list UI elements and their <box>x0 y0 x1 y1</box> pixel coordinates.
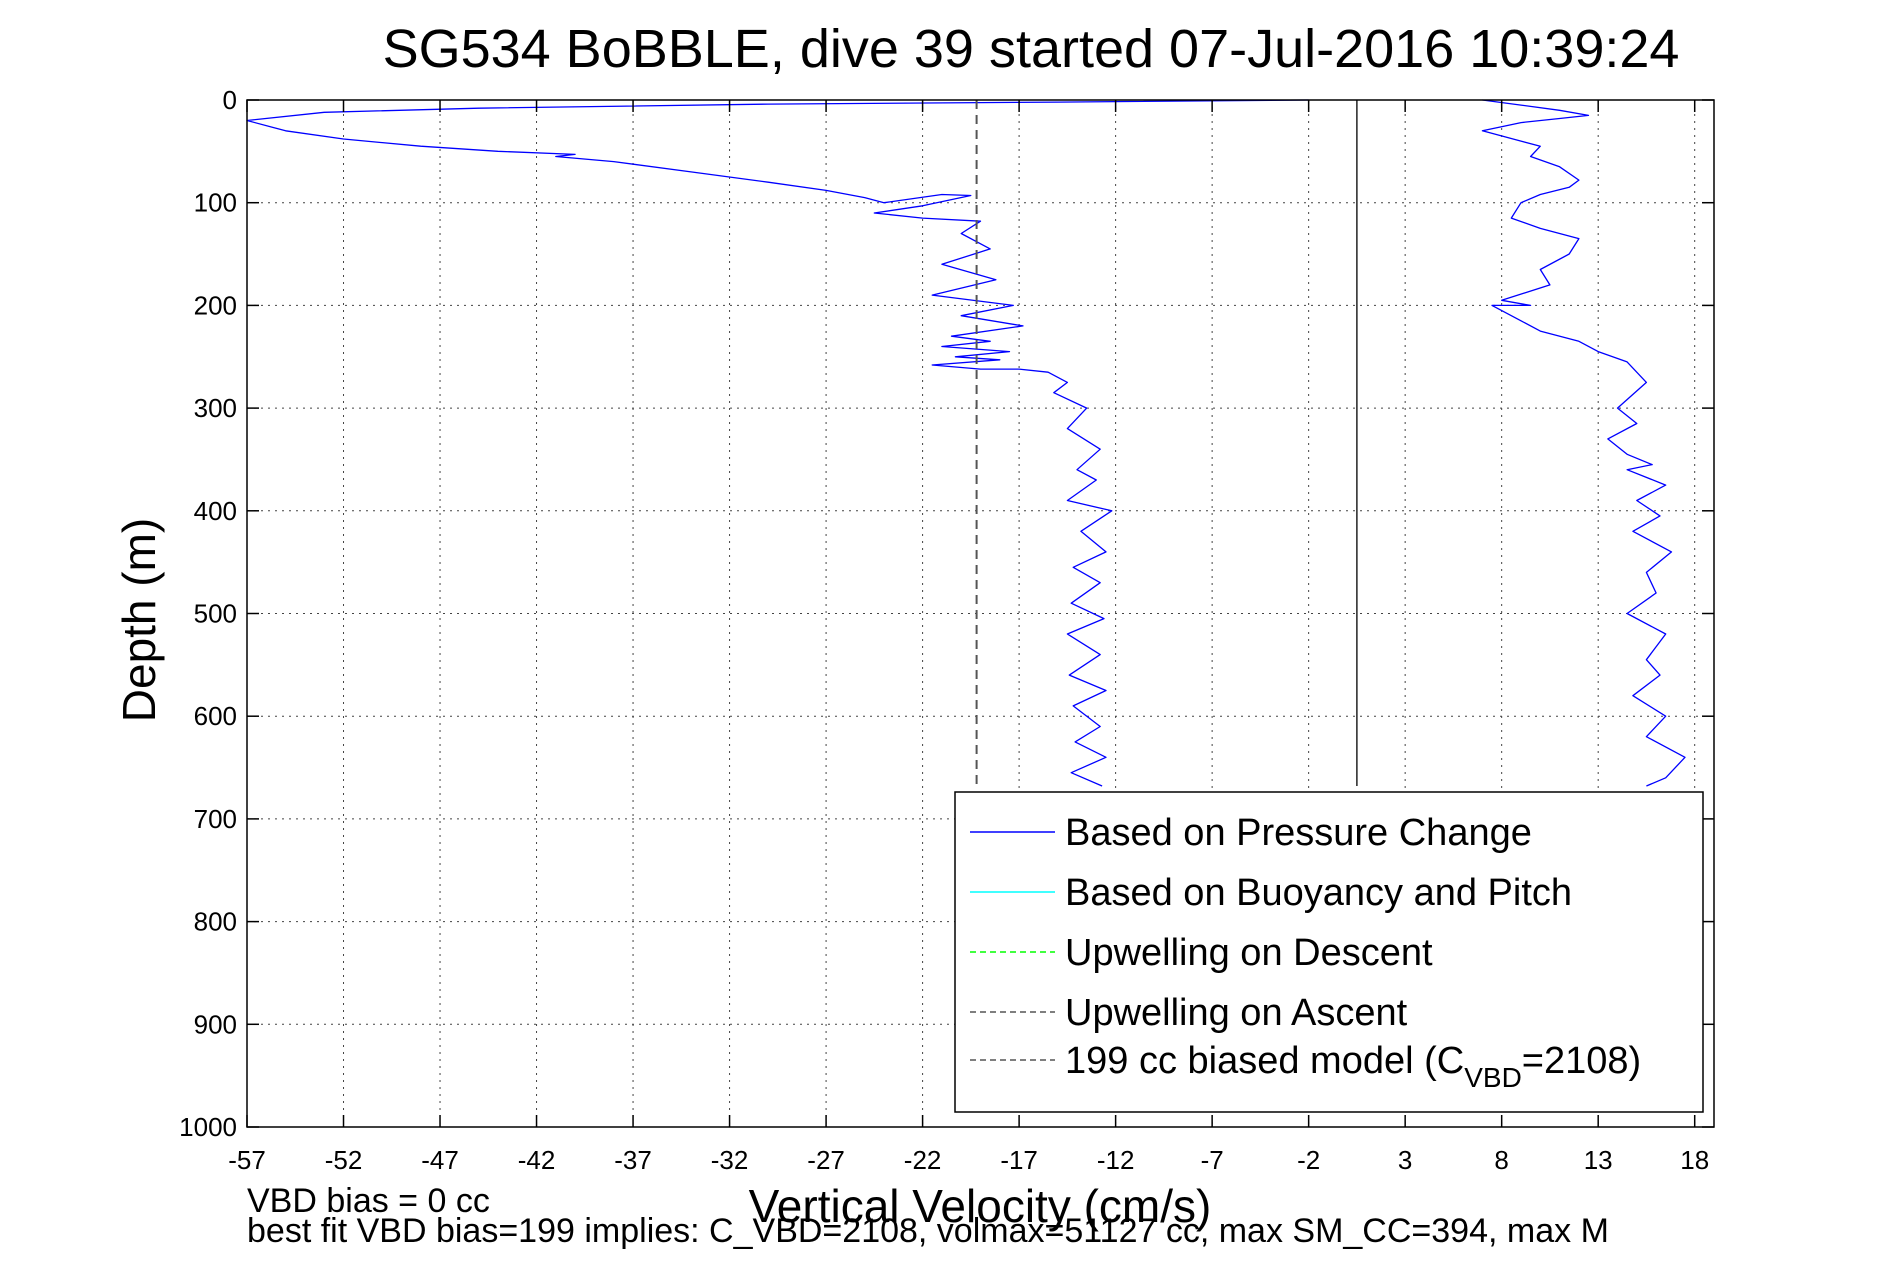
legend-box <box>954 791 1704 1113</box>
x-axis-label: Vertical Velocity (cm/s) <box>749 1180 1212 1232</box>
legend-label: Upwelling on Descent <box>1065 932 1433 974</box>
x-tick-label: -17 <box>1000 1145 1038 1175</box>
x-tick-label: -22 <box>904 1145 942 1175</box>
chart-title: SG534 BoBBLE, dive 39 started 07-Jul-201… <box>383 19 1680 79</box>
x-tick-label: 18 <box>1680 1145 1709 1175</box>
x-tick-label: -32 <box>711 1145 749 1175</box>
legend-label: Based on Buoyancy and Pitch <box>1065 872 1572 914</box>
series-layer <box>246 99 1686 787</box>
series-based-on-pressure-change-line-1 <box>246 99 1309 787</box>
y-tick-label: 100 <box>194 188 237 218</box>
x-tick-label: 13 <box>1584 1145 1613 1175</box>
footnote-vbd-bias: VBD bias = 0 cc <box>247 1182 490 1220</box>
y-tick-label: 900 <box>194 1009 237 1039</box>
legend-label: Based on Pressure Change <box>1065 812 1532 854</box>
x-tick-label: -12 <box>1097 1145 1135 1175</box>
x-tick-label: -7 <box>1201 1145 1224 1175</box>
footnote-best-fit: best fit VBD bias=199 implies: C_VBD=210… <box>247 1212 1609 1250</box>
legend: Based on Pressure Change Based on Buoyanc… <box>954 791 1704 1113</box>
x-tick-label: -2 <box>1297 1145 1320 1175</box>
legend-label-tail: =2108) <box>1522 1040 1641 1082</box>
x-tick-label: -47 <box>421 1145 459 1175</box>
x-tick-label: -27 <box>807 1145 845 1175</box>
y-tick-label: 300 <box>194 393 237 423</box>
x-tick-label: 3 <box>1398 1145 1412 1175</box>
series-based-on-pressure-change-line-2 <box>1481 99 1686 787</box>
legend-label-subscript: VBD <box>1464 1062 1522 1093</box>
x-tick-label: 8 <box>1494 1145 1508 1175</box>
x-tick-label: -42 <box>518 1145 556 1175</box>
y-axis-label-group: Depth (m) <box>113 518 165 722</box>
y-tick-label: 1000 <box>179 1112 237 1142</box>
y-tick-label: 0 <box>223 85 237 115</box>
x-tick-label: -37 <box>614 1145 652 1175</box>
legend-label: 199 cc biased model (CVBD=2108) <box>1065 1040 1641 1093</box>
x-tick-label: -57 <box>228 1145 266 1175</box>
y-axis-label: Depth (m) <box>113 518 165 722</box>
axis-ticks: -57 -52 -47 -42 -37 -32 -27 -22 -17 -12 -7 -2 3 8 13 18… <box>179 85 1714 1175</box>
y-tick-label: 600 <box>194 701 237 731</box>
legend-label: Upwelling on Ascent <box>1065 992 1408 1034</box>
y-tick-label: 700 <box>194 804 237 834</box>
y-tick-label: 200 <box>194 290 237 320</box>
y-tick-label: 400 <box>194 496 237 526</box>
x-tick-label: -52 <box>325 1145 363 1175</box>
y-tick-label: 800 <box>194 907 237 937</box>
y-tick-label: 500 <box>194 599 237 629</box>
legend-label-main: 199 cc biased model (C <box>1065 1040 1464 1082</box>
